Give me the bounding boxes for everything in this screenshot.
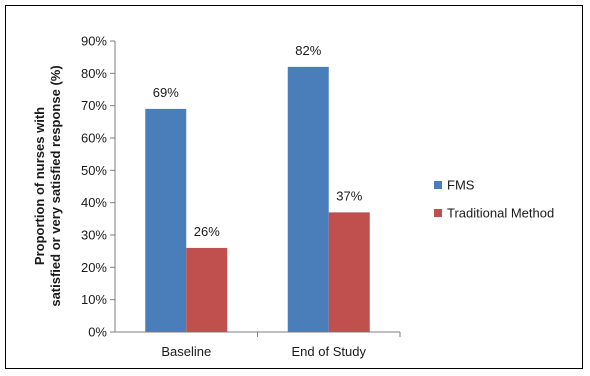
y-tick-label: 50% <box>81 163 107 178</box>
y-axis-title: Proportion of nurses with satisfied or v… <box>32 65 63 306</box>
y-axis-title-line-1: Proportion of nurses with <box>32 107 47 265</box>
legend-swatch <box>434 209 442 217</box>
y-tick-label: 80% <box>81 66 107 81</box>
data-label: 82% <box>295 43 321 58</box>
data-label: 26% <box>194 224 220 239</box>
x-tick-label: End of Study <box>292 344 367 359</box>
y-tick-label: 40% <box>81 195 107 210</box>
bar <box>328 212 370 332</box>
data-label: 69% <box>153 85 179 100</box>
data-label: 37% <box>336 188 362 203</box>
y-tick-label: 90% <box>81 34 107 49</box>
y-tick-label: 20% <box>81 260 107 275</box>
y-axis-title-line-2: satisfied or very satisfied response (%) <box>48 65 63 306</box>
legend-label: FMS <box>447 178 475 193</box>
bar <box>145 108 187 333</box>
y-tick-label: 10% <box>81 292 107 307</box>
y-tick-label: 60% <box>81 131 107 146</box>
legend-swatch <box>434 181 442 189</box>
x-tick-label: Baseline <box>161 344 211 359</box>
legend: FMS Traditional Method <box>434 178 554 221</box>
y-tick-label: 30% <box>81 228 107 243</box>
legend-label: Traditional Method <box>447 206 554 221</box>
plot-area: 0% 10% 20% 30% 40% 50% 60% 70% 80% 90% 69% 26% Basel… <box>81 34 401 359</box>
bar <box>287 66 329 332</box>
y-tick-label: 70% <box>81 98 107 113</box>
y-tick-label: 0% <box>88 325 107 340</box>
bar <box>186 247 228 332</box>
